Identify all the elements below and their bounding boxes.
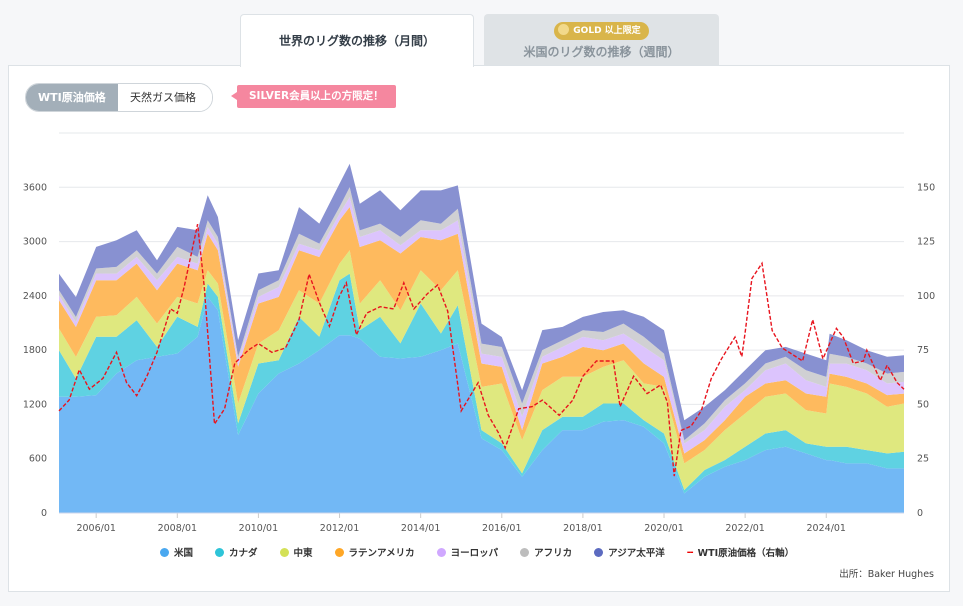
legend-label: アフリカ [534,548,573,559]
legend-dot [520,547,530,557]
legend-label: WTI原油価格（右軸） [697,548,795,559]
legend-label: ラテンアメリカ [348,548,415,559]
legend-label: アジア太平洋 [608,548,665,559]
tab-world-rig-monthly[interactable]: 世界のリグ数の推移（月間） [240,14,474,67]
legend-item-wti[interactable]: -- WTI原油価格（右軸） [686,545,795,560]
right-axis-tick: 100 [917,291,935,302]
legend-dot [334,547,344,557]
left-axis-tick: 3600 [23,182,47,193]
silver-notice-badge: SILVER会員以上の方限定！ [231,85,396,108]
x-axis-tick: 2018/01 [563,523,602,534]
legend-item-canada[interactable]: カナダ [215,545,258,559]
right-axis-tick: 150 [917,182,935,193]
gold-coin-icon [558,24,570,35]
left-axis-tick: 1200 [23,399,47,410]
legend-item-asia-pacific[interactable]: アジア太平洋 [594,545,665,559]
x-axis-tick: 2012/01 [320,523,359,534]
gold-badge-label: GOLD 以上限定 [573,26,641,36]
right-axis-tick: 125 [917,237,935,248]
x-axis-tick: 2020/01 [644,523,683,534]
right-axis-tick: 25 [917,454,929,465]
tab-us-rig-weekly[interactable]: GOLD 以上限定 米国のリグ数の推移（週間） [484,14,719,65]
legend-item-latin-america[interactable]: ラテンアメリカ [334,545,415,559]
legend-item-middle-east[interactable]: 中東 [279,545,313,559]
wti-price-line [58,224,905,477]
legend-label: 米国 [174,548,194,559]
x-axis-tick: 2010/01 [239,523,278,534]
price-toggle: WTI原油価格 天然ガス価格 [25,83,213,112]
legend-item-africa[interactable]: アフリカ [520,545,572,559]
toggle-natural-gas[interactable]: 天然ガス価格 [118,84,212,111]
right-axis-tick: 0 [917,508,923,519]
left-axis-tick: 3000 [23,237,47,248]
right-axis-tick: 75 [917,345,929,356]
legend-dot [436,547,446,557]
legend-dot [160,547,169,557]
legend-label: カナダ [229,548,258,559]
area-series-3 [59,207,904,464]
legend-label: 中東 [293,548,313,559]
legend-dot [594,547,604,557]
legend-item-us[interactable]: 米国 [160,545,193,559]
legend: 米国 カナダ 中東 ラテンアメリカ ヨーロッパ アフリカ アジア太平洋 -- WT… [160,545,794,559]
left-axis-tick: 600 [29,454,47,465]
legend-dot [215,547,225,557]
x-axis-tick: 2008/01 [158,523,197,534]
area-series-0 [59,296,904,513]
gold-badge: GOLD 以上限定 [554,22,649,40]
right-axis-tick: 50 [917,399,929,410]
x-axis-tick: 2016/01 [482,523,521,534]
tab-label: 世界のリグ数の推移（月間） [278,34,435,48]
legend-item-europe[interactable]: ヨーロッパ [436,545,499,559]
x-axis-tick: 2006/01 [76,523,115,534]
toggle-wti[interactable]: WTI原油価格 [26,84,118,111]
x-axis-tick: 2024/01 [807,523,846,534]
x-axis-tick: 2022/01 [725,523,764,534]
legend-label: ヨーロッパ [450,548,499,559]
x-axis-tick: 2014/01 [401,523,440,534]
dashed-line-icon: -- [686,546,694,558]
tab-label: 米国のリグ数の推移（週間） [523,45,680,59]
left-axis-tick: 2400 [23,291,47,302]
left-axis-tick: 0 [41,508,47,519]
legend-dot [279,547,289,557]
left-axis-tick: 1800 [23,345,47,356]
source-note: 出所：Baker Hughes [839,569,934,580]
